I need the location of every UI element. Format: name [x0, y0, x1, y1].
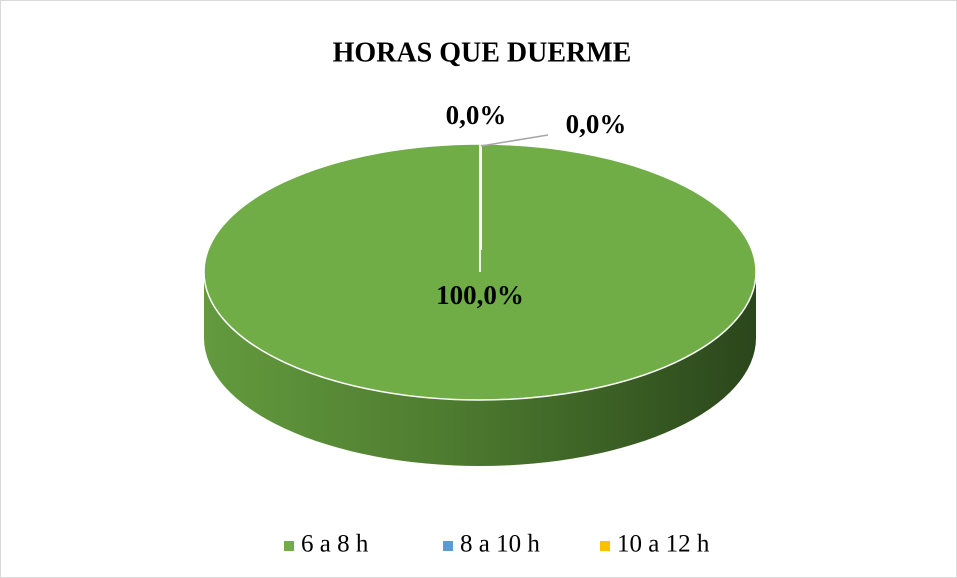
chart-title: HORAS QUE DUERME — [333, 37, 632, 68]
leader-line — [480, 134, 549, 147]
legend-swatch — [600, 541, 610, 551]
legend-swatch — [284, 541, 294, 551]
legend-label: 8 a 10 h — [460, 531, 540, 558]
data-label: 0,0% — [566, 109, 627, 139]
pie-side — [204, 272, 756, 466]
legend-label: 6 a 8 h — [301, 531, 369, 558]
data-label: 100,0% — [436, 280, 524, 310]
legend-label: 10 a 12 h — [617, 531, 710, 558]
legend-swatch — [443, 541, 453, 551]
data-label: 0,0% — [446, 100, 507, 130]
